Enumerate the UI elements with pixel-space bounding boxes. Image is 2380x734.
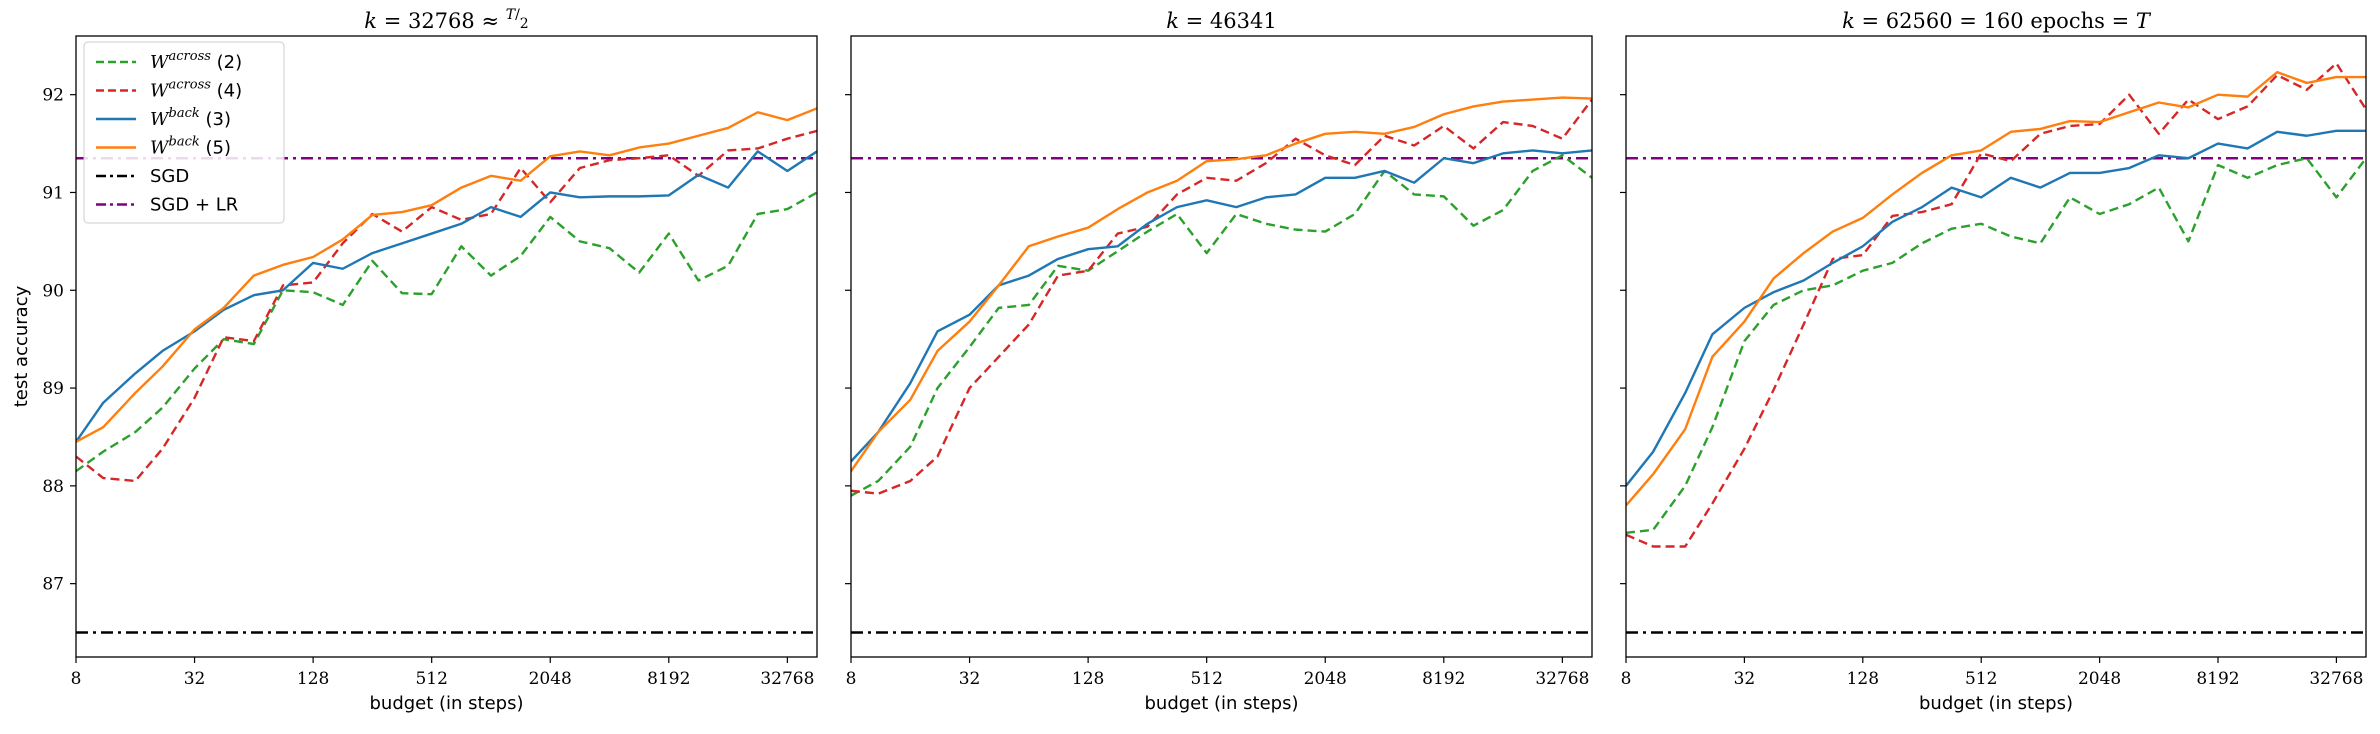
x-tick-label: 32: [959, 669, 981, 689]
series-line-1: [1626, 157, 2366, 534]
x-axis-label: budget (in steps): [369, 693, 523, 714]
legend-entry: SGD + LR: [150, 195, 238, 216]
legend-entry: SGD: [150, 166, 189, 187]
x-tick-label: 128: [1847, 669, 1879, 689]
series-line-4: [851, 96, 1592, 472]
panel-title: k = 46341: [1166, 9, 1277, 33]
panel-title: k = 32768 ≈ T/2: [364, 7, 528, 33]
panel-1: 8 32 128 512 2048 8192 32768 87 88 89 90 91 92 budget…: [42, 7, 818, 714]
legend-box: [83, 41, 285, 224]
legend: Wacross (2) Wacross (4) Wback (3) Wback (5)…: [83, 41, 285, 224]
y-tick-label: 88: [42, 477, 64, 497]
y-tick-label: 89: [42, 379, 64, 399]
axes-frame: [75, 35, 818, 658]
series-line-1: [851, 154, 1592, 497]
x-tick-label: 512: [1190, 669, 1222, 689]
y-axis-label: test accuracy: [11, 285, 32, 407]
axes-frame: [1625, 35, 2367, 658]
x-axis-label: budget (in steps): [1144, 693, 1298, 714]
legend-entry: Wback (5): [150, 135, 231, 159]
y-tick-label: 92: [42, 86, 64, 106]
x-tick-label: 128: [297, 669, 329, 689]
series-line-2: [851, 98, 1592, 495]
x-tick-label: 8192: [1422, 669, 1465, 689]
x-tick-label: 32768: [2309, 669, 2363, 689]
panel-2: 8 32 128 512 2048 8192 32768 budget (in steps) k…: [845, 9, 1593, 714]
series-line-3: [1626, 129, 2366, 487]
x-tick-label: 8: [71, 669, 82, 689]
x-tick-label: 32: [184, 669, 206, 689]
series-line-2: [1626, 62, 2366, 548]
x-tick-label: 512: [415, 669, 447, 689]
legend-entry: Wacross (4): [150, 78, 242, 102]
legend-entry: Wback (3): [150, 106, 231, 130]
y-tick-label: 87: [42, 575, 64, 595]
x-tick-label: 2048: [1304, 669, 1347, 689]
series-line-4: [1626, 70, 2366, 507]
axes-frame: [850, 35, 1593, 658]
y-tick-label: 90: [42, 281, 64, 301]
x-tick-label: 32768: [760, 669, 814, 689]
x-tick-label: 8: [1621, 669, 1632, 689]
x-tick-label: 128: [1072, 669, 1104, 689]
panel-3: 8 32 128 512 2048 8192 32768 budget (in steps) k…: [1620, 9, 2367, 714]
panel-title: k = 62560 = 160 epochs = T: [1842, 9, 2152, 33]
y-tick-label: 91: [42, 183, 64, 203]
x-tick-label: 32768: [1535, 669, 1589, 689]
series-line-3: [76, 150, 817, 443]
x-tick-label: 8192: [647, 669, 690, 689]
series-line-4: [76, 107, 817, 443]
x-tick-label: 8192: [2196, 669, 2239, 689]
x-axis-label: budget (in steps): [1919, 693, 2073, 714]
x-tick-label: 512: [1965, 669, 1997, 689]
x-tick-label: 2048: [529, 669, 572, 689]
x-tick-label: 8: [846, 669, 857, 689]
panels-layer: 8 32 128 512 2048 8192 32768878889909192budget…: [11, 7, 2367, 714]
series-line-2: [76, 129, 817, 483]
series-line-1: [76, 191, 817, 473]
x-tick-label: 2048: [2078, 669, 2121, 689]
x-tick-label: 32: [1734, 669, 1756, 689]
series-line-3: [851, 149, 1592, 463]
legend-entry: Wacross (2): [150, 49, 242, 73]
